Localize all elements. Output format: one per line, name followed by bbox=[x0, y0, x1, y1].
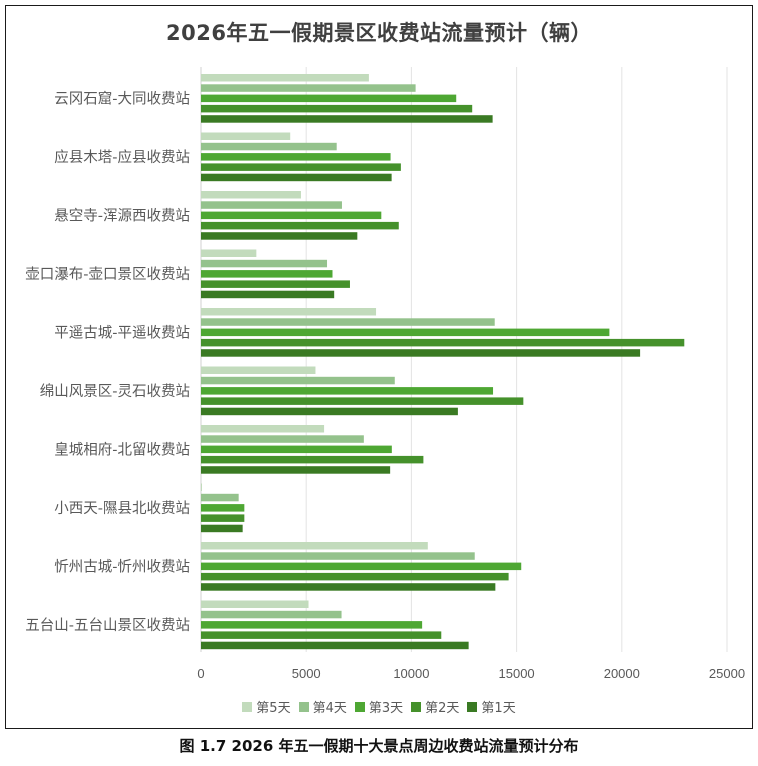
x-tick-label: 10000 bbox=[393, 666, 429, 681]
legend-label: 第2天 bbox=[425, 701, 460, 716]
bar bbox=[201, 542, 428, 550]
bar bbox=[201, 115, 493, 123]
bar bbox=[201, 445, 392, 454]
bar bbox=[201, 308, 377, 316]
legend-label: 第3天 bbox=[368, 701, 404, 716]
bar bbox=[201, 407, 458, 416]
bar bbox=[201, 641, 469, 650]
x-tick-label: 5000 bbox=[292, 666, 321, 681]
bar bbox=[201, 259, 328, 268]
bar bbox=[201, 280, 350, 288]
category-labels: 云冈石窟-大同收费站应县木塔-应县收费站悬空寺-浑源西收费站壶口瀑布-壶口景区收… bbox=[25, 89, 190, 634]
bar bbox=[201, 504, 245, 512]
category-label: 壶口瀑布-壶口景区收费站 bbox=[25, 266, 190, 283]
legend-swatch-icon bbox=[242, 701, 253, 712]
category-label: 忻州古城-忻州收费站 bbox=[54, 558, 190, 575]
figure-caption: 图 1.7 2026 年五一假期十大景点周边收费站流量预计分布 bbox=[179, 737, 579, 755]
bar bbox=[201, 493, 239, 502]
legend-item: 第4天 bbox=[298, 697, 347, 716]
legend-label: 第4天 bbox=[312, 701, 347, 716]
bar bbox=[201, 583, 496, 591]
bar bbox=[201, 191, 301, 199]
bar bbox=[201, 338, 685, 347]
bar bbox=[201, 84, 416, 92]
chart-frame bbox=[5, 5, 753, 729]
x-tick-label: 0 bbox=[197, 666, 204, 681]
bar bbox=[201, 270, 333, 278]
bar bbox=[201, 221, 399, 230]
bar bbox=[201, 631, 442, 639]
bar bbox=[201, 349, 641, 357]
bar bbox=[201, 600, 309, 608]
bar bbox=[201, 142, 337, 151]
x-axis-ticks: 0 5000 10000 15000 20000 25000 bbox=[197, 666, 745, 681]
bar bbox=[201, 435, 364, 443]
category-label: 平遥古城-平遥收费站 bbox=[54, 324, 190, 341]
bar bbox=[201, 562, 522, 571]
legend-item: 第2天 bbox=[411, 697, 459, 716]
bar bbox=[201, 621, 423, 629]
bar bbox=[201, 249, 257, 257]
legend-label: 第5天 bbox=[256, 701, 291, 716]
legend-item: 第1天 bbox=[467, 697, 516, 716]
bar bbox=[201, 483, 202, 491]
bar bbox=[201, 211, 382, 220]
x-tick-label: 15000 bbox=[499, 666, 535, 681]
bar bbox=[201, 94, 457, 103]
category-label: 绵山风景区-灵石收费站 bbox=[40, 383, 190, 400]
bar bbox=[201, 290, 335, 299]
chart-title: 2026年五一假期景区收费站流量预计（辆） bbox=[166, 21, 592, 45]
bar bbox=[201, 397, 524, 405]
bar bbox=[201, 366, 316, 374]
bar bbox=[201, 466, 391, 474]
legend-swatch-icon bbox=[298, 701, 309, 712]
bar bbox=[201, 376, 395, 385]
category-label: 五台山-五台山景区收费站 bbox=[25, 617, 190, 634]
legend-label: 第1天 bbox=[481, 701, 516, 716]
bar bbox=[201, 455, 424, 464]
legend-swatch-icon bbox=[354, 701, 365, 712]
legend-item: 第3天 bbox=[354, 697, 404, 716]
x-tick-label: 20000 bbox=[604, 666, 640, 681]
bar bbox=[201, 552, 475, 560]
bar bbox=[201, 572, 509, 581]
legend-item: 第5天 bbox=[242, 697, 291, 716]
bar bbox=[201, 104, 473, 113]
bar bbox=[201, 163, 401, 171]
bar bbox=[201, 201, 342, 209]
category-label: 皇城相府-北留收费站 bbox=[54, 441, 190, 458]
legend-swatch-icon bbox=[411, 701, 422, 712]
category-label: 悬空寺-浑源西收费站 bbox=[54, 207, 190, 224]
x-tick-label: 25000 bbox=[709, 666, 745, 681]
category-label: 应县木塔-应县收费站 bbox=[54, 148, 190, 166]
bars bbox=[201, 74, 685, 650]
bar bbox=[201, 514, 245, 522]
bar bbox=[201, 425, 325, 433]
bar bbox=[201, 153, 391, 161]
bar bbox=[201, 524, 243, 533]
bar bbox=[201, 232, 358, 240]
bar bbox=[201, 328, 610, 337]
category-label: 云冈石窟-大同收费站 bbox=[54, 89, 190, 107]
legend: 第5天 第4天 第3天 第2天 第1天 bbox=[0, 697, 758, 716]
category-label: 小西天-隰县北收费站 bbox=[54, 500, 190, 517]
bar bbox=[201, 173, 392, 182]
bar bbox=[201, 387, 494, 395]
bar bbox=[201, 610, 342, 619]
bar bbox=[201, 132, 291, 140]
bar bbox=[201, 318, 495, 326]
bar bbox=[201, 74, 369, 82]
legend-swatch-icon bbox=[467, 701, 478, 712]
